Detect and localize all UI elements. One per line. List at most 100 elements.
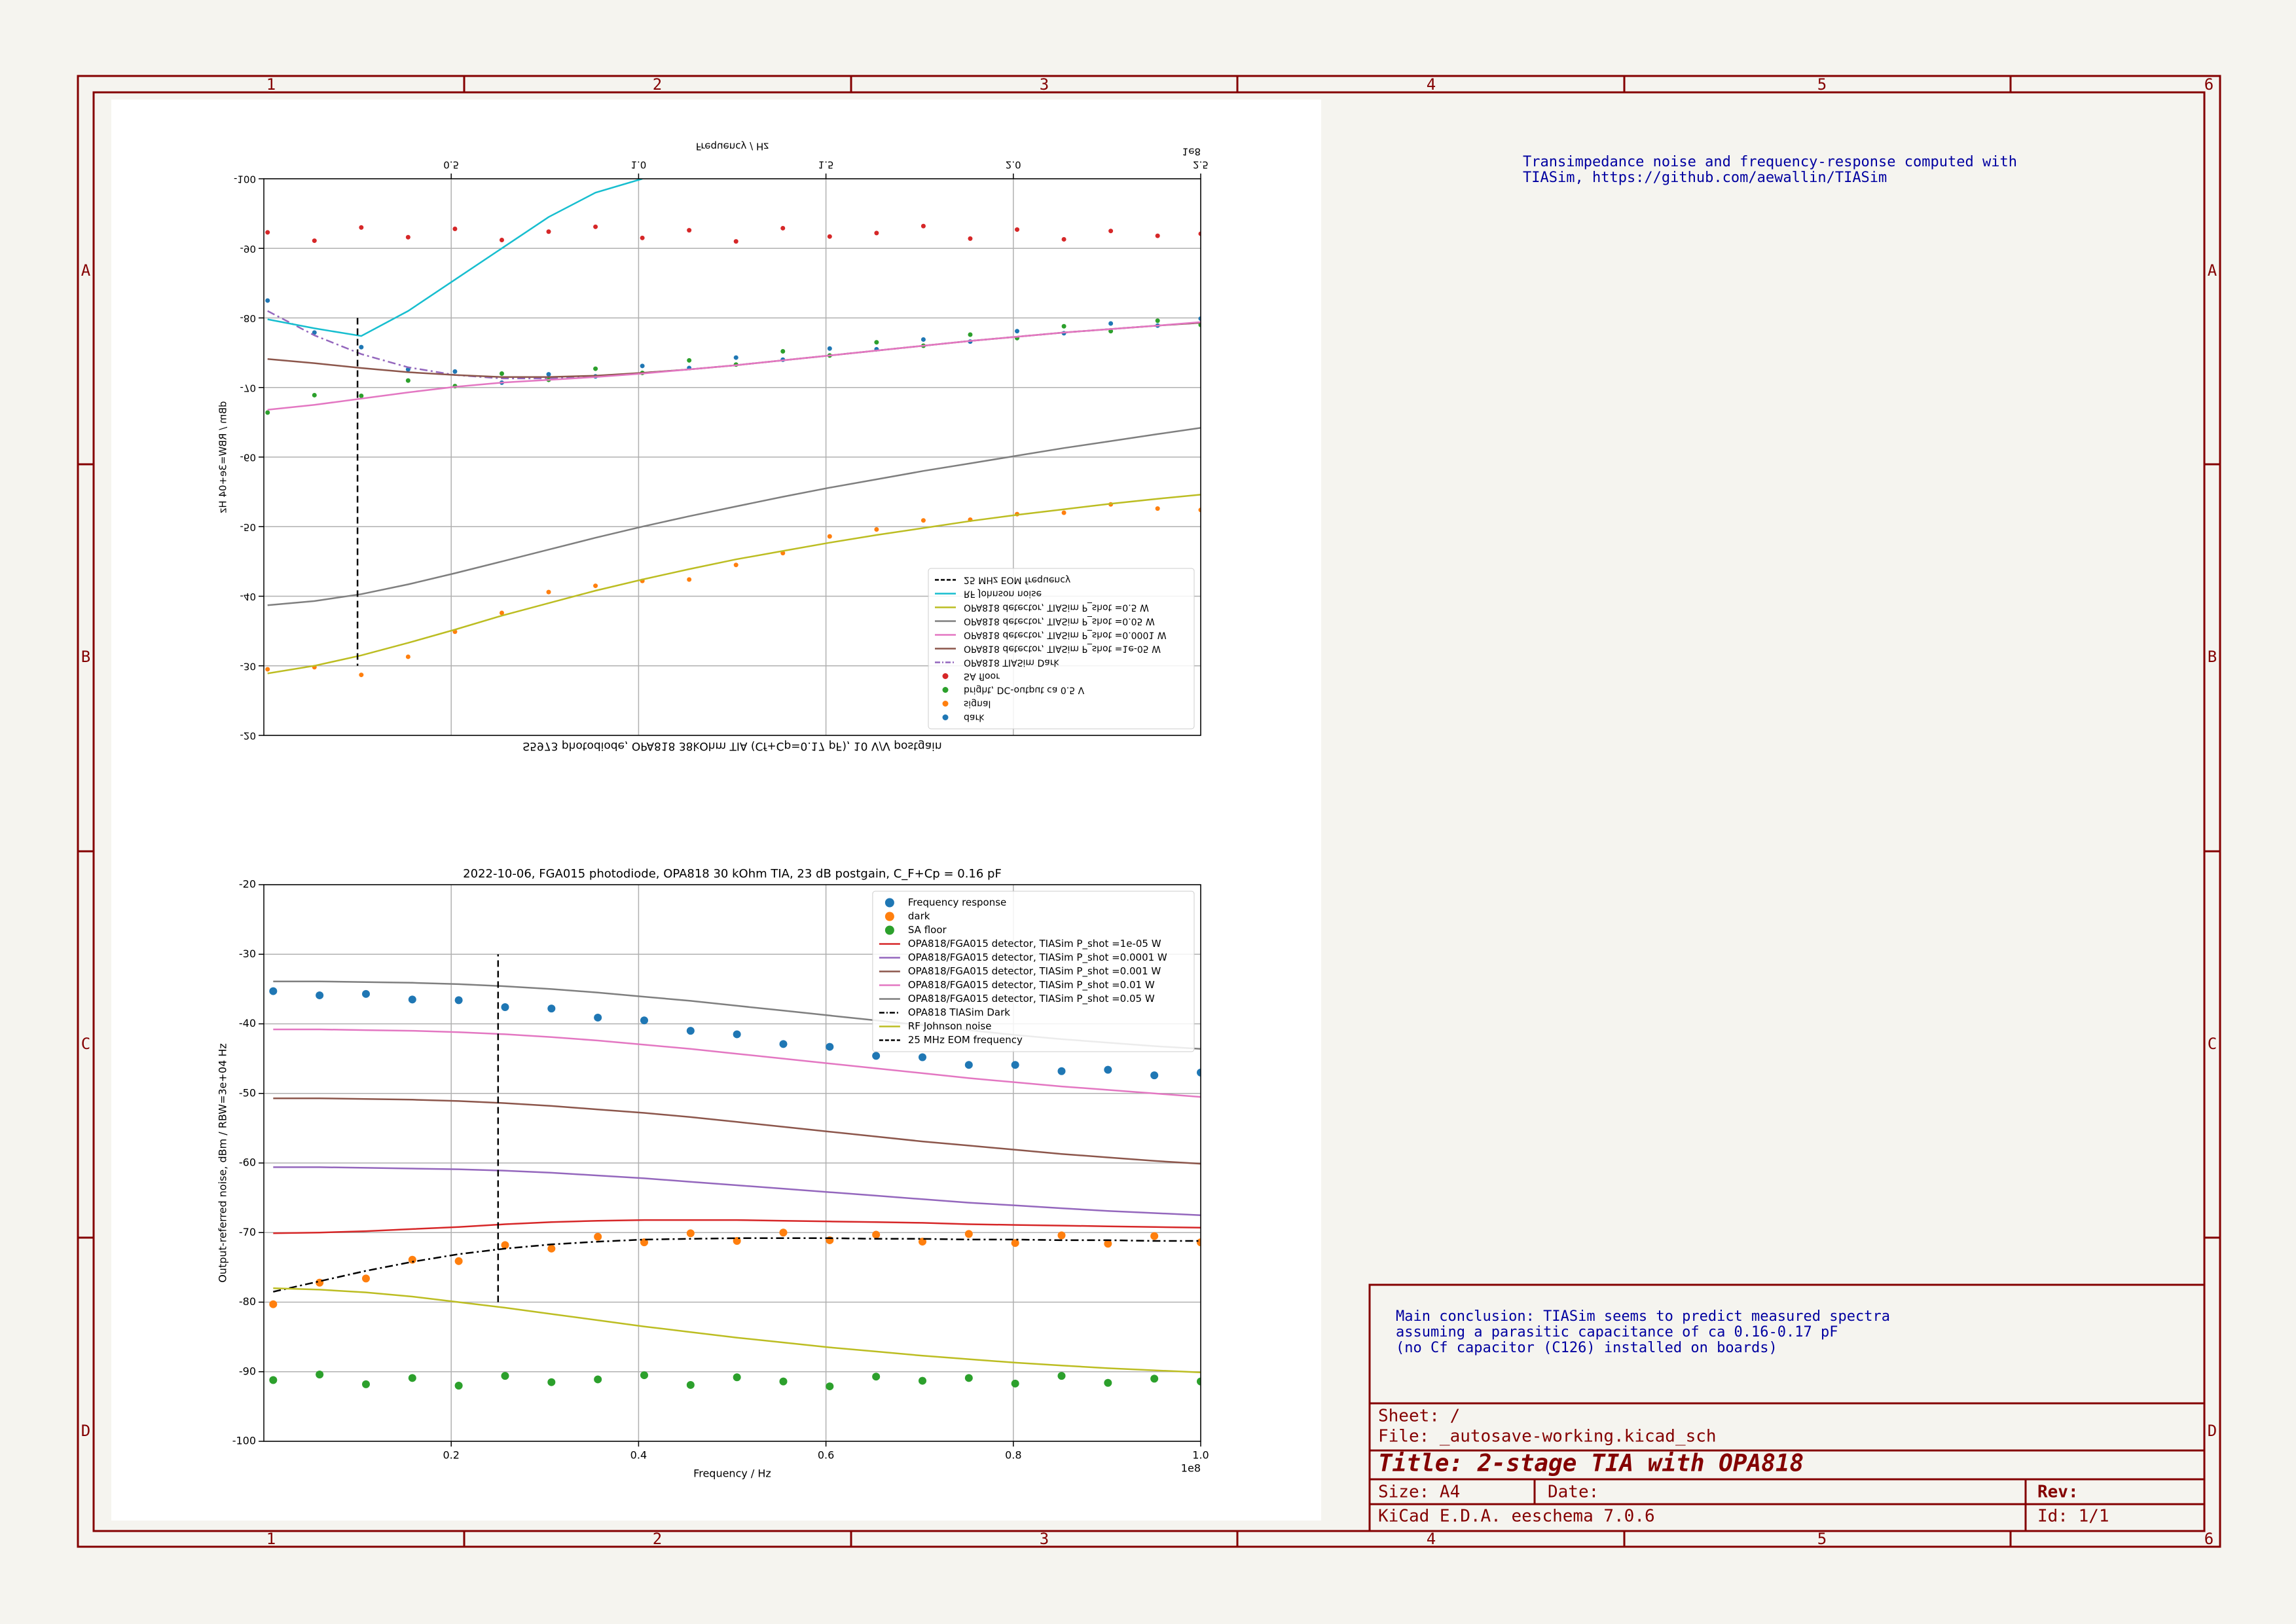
legend-marker: [884, 898, 894, 908]
plot-image: [111, 100, 1321, 1521]
data-point: [780, 349, 786, 354]
data-point: [499, 371, 504, 376]
data-point: [1198, 316, 1201, 322]
x-offset-label: 1e8: [1182, 146, 1201, 158]
data-point: [593, 583, 598, 589]
data-point: [454, 1257, 463, 1265]
x-tick-label: 1.0: [1192, 1449, 1209, 1462]
legend-label: RF Johnson noise: [908, 1020, 992, 1032]
x-tick-label: 0.2: [443, 1449, 459, 1462]
data-point: [452, 369, 458, 374]
data-point: [1197, 1377, 1201, 1386]
data-point: [593, 366, 598, 371]
x-tick-label: 1.0: [630, 159, 646, 171]
data-point: [359, 673, 364, 678]
x-offset-label: 1e8: [1181, 1462, 1201, 1475]
series-line: [273, 1028, 1201, 1098]
data-point: [594, 1375, 602, 1384]
data-point: [593, 224, 598, 229]
legend-marker: [942, 714, 949, 720]
conclusion: assuming a parasitic capacitance of ca 0…: [1396, 1324, 1838, 1340]
legend-box: [928, 568, 1195, 729]
date: Date:: [1548, 1483, 1599, 1502]
column-label: 3: [1040, 75, 1049, 94]
data-point: [874, 340, 879, 345]
y-tick-label: -30: [239, 948, 256, 960]
y-tick-label: -90: [239, 1365, 256, 1377]
data-point: [640, 1016, 648, 1025]
data-point: [687, 577, 692, 582]
chart-title: S5973 photodiode, OPA818 38kOhm TIA (Cf+…: [522, 739, 941, 752]
chart: -100 -90 -80 -70 -60 -50 -40 -30 -20 0.5 1.0 1.5 2.0…: [217, 141, 1209, 753]
data-point: [594, 1232, 602, 1241]
data-point: [501, 1003, 509, 1011]
border-labels: 1 1 2 2 3 3 4 4 5 5 6 6 A A B B C C D D: [78, 75, 2220, 1548]
data-point: [499, 238, 504, 242]
legend-label: OPA818 detector, TIASim P_shot =0.5 W: [964, 602, 1149, 613]
data-point: [408, 1255, 416, 1264]
outer-border: [77, 75, 2221, 1548]
y-tick-label: -100: [232, 1435, 256, 1447]
data-point: [594, 1013, 602, 1022]
legend-marker: [942, 673, 949, 679]
row-label: D: [81, 1422, 90, 1440]
data-point: [779, 1377, 788, 1386]
legend-label: OPA818 detector, TIASim P_shot =1e-05 W: [964, 644, 1161, 654]
legend-marker: [884, 912, 894, 921]
legend-label: Frequency response: [908, 896, 1006, 908]
data-point: [405, 234, 410, 240]
sheet: Sheet: /: [1378, 1407, 1460, 1426]
data-point: [733, 355, 738, 360]
sheet-id: Id: 1/1: [2037, 1507, 2109, 1526]
data-point: [361, 1274, 370, 1283]
data-point: [920, 518, 926, 523]
data-point: [1057, 1067, 1066, 1075]
data-point: [405, 378, 410, 383]
legend-label: OPA818 detector, TIASim P_shot =0.0001 W: [964, 630, 1167, 640]
x-tick-label: 0.5: [443, 159, 459, 171]
data-point: [547, 1244, 556, 1253]
data-point: [872, 1052, 881, 1060]
data-point: [361, 989, 370, 998]
series-line: [273, 1097, 1201, 1165]
legend-label: RF Johnson noise: [964, 589, 1042, 599]
x-tick-label: 0.8: [1005, 1449, 1021, 1462]
y-tick-label: -60: [240, 452, 257, 464]
data-point: [920, 337, 926, 342]
data-point: [1150, 1071, 1159, 1080]
tool: KiCad E.D.A. eeschema 7.0.6: [1378, 1507, 1655, 1526]
data-point: [920, 223, 926, 229]
data-point: [872, 1373, 881, 1381]
data-point: [1011, 1061, 1019, 1069]
y-axis-label: Output-referred noise, dBm / RBW=3e+04 H…: [217, 1043, 229, 1283]
plot-area: [265, 179, 1201, 678]
data-point: [826, 1382, 834, 1391]
data-point: [547, 1005, 556, 1013]
data-point: [686, 1380, 695, 1389]
legend-label: OPA818 TIASim Dark: [964, 657, 1060, 668]
data-point: [874, 527, 879, 532]
data-point: [1108, 321, 1114, 326]
legend-label: signal: [964, 699, 991, 709]
data-point: [827, 534, 832, 539]
x-tick-label: 0.4: [630, 1449, 647, 1462]
legend-label: dark: [908, 910, 930, 922]
data-point: [826, 1043, 834, 1051]
inner-border: [92, 91, 2206, 1532]
x-tick-label: 2.0: [1006, 159, 1021, 171]
data-point: [779, 1040, 788, 1048]
data-point: [733, 563, 738, 568]
data-point: [918, 1376, 926, 1385]
row-label: B: [2208, 648, 2217, 666]
data-point: [312, 238, 317, 244]
data-point: [686, 1229, 695, 1238]
data-point: [269, 1376, 278, 1384]
data-point: [1155, 318, 1160, 323]
y-tick-label: -20: [240, 730, 257, 742]
note: TIASim, https://github.com/aewallin/TIAS…: [1523, 170, 1887, 186]
data-point: [640, 1238, 648, 1247]
data-point: [361, 1380, 370, 1388]
data-point: [1104, 1378, 1112, 1387]
data-point: [501, 1241, 509, 1249]
data-point: [265, 410, 270, 415]
